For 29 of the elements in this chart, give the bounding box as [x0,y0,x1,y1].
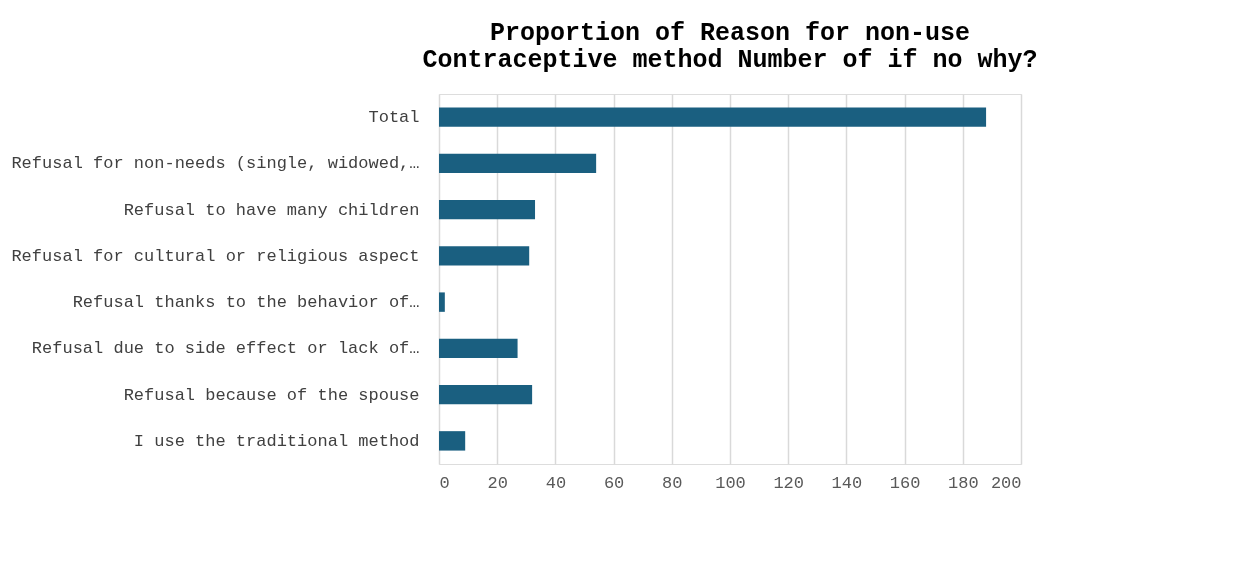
y-tick-label: Refusal to have many children [123,200,420,220]
x-tick-label: 60 [603,473,625,493]
bar [439,246,530,266]
x-tick-label: 100 [715,473,746,493]
x-tick-label: 140 [831,473,863,493]
y-tick-label: Refusal due to side effect or lack of… [31,339,420,359]
y-tick-label: Refusal for cultural or religious aspect [11,246,420,266]
x-tick-label: 200 [990,473,1022,493]
bar [439,107,987,127]
x-tick-label: 180 [948,473,979,493]
y-tick-label: Refusal thanks to the behavior of… [72,293,420,313]
x-tick-label: 20 [487,473,508,493]
text: Contraceptive method Number of if no why? [422,46,1038,75]
y-tick-label: I use the traditional method [133,431,420,451]
bar [439,431,466,451]
bar [439,292,445,312]
bar [439,153,597,174]
y-tick-label: Total [368,108,420,128]
x-tick-label: 120 [773,473,804,493]
bar [439,199,536,220]
x-tick-label: 40 [545,473,567,493]
text: Proportion of Reason for non-use [489,19,971,48]
y-tick-label: Refusal for non-needs (single, widowed,… [11,154,420,174]
y-tick-label: Refusal because of the spouse [123,385,420,405]
bar [439,384,533,405]
x-tick-label: 80 [662,473,683,493]
x-tick-label: 0 [439,473,450,493]
bar [439,338,518,359]
x-tick-label: 160 [889,473,921,493]
